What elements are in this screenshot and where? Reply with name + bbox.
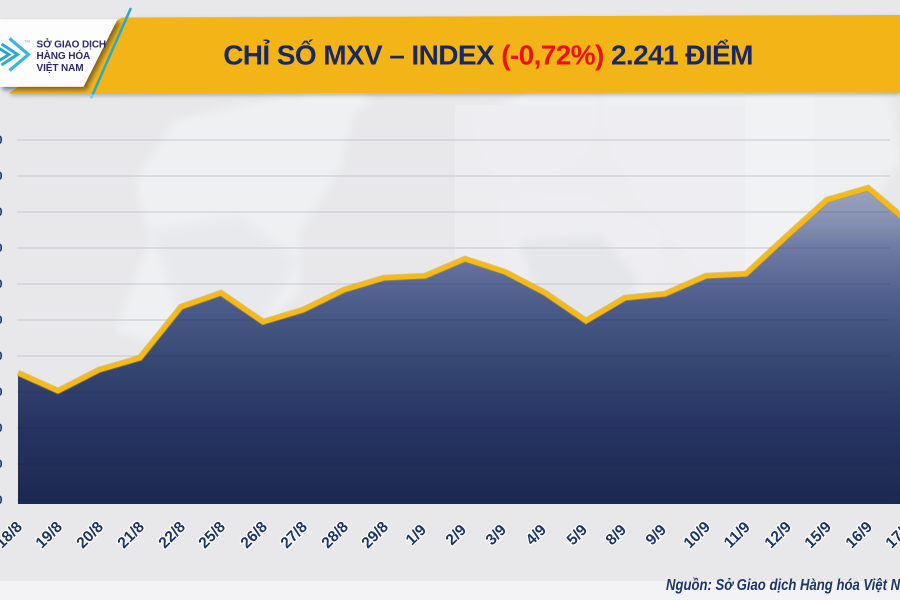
svg-text:0: 0 [0,241,3,255]
svg-text:0: 0 [0,349,3,363]
svg-text:0: 0 [0,133,3,147]
svg-text:0: 0 [0,277,3,291]
svg-text:0: 0 [0,205,3,219]
svg-text:0: 0 [0,169,3,183]
svg-text:0: 0 [0,493,3,507]
svg-text:0: 0 [0,457,3,471]
svg-text:0: 0 [0,421,3,435]
svg-text:Nguồn: Sở Giao dịch Hàng hóa V: Nguồn: Sở Giao dịch Hàng hóa Việt Nam [666,577,900,594]
svg-text:HÀNG HÓA: HÀNG HÓA [37,49,91,62]
svg-text:TM: TM [24,39,30,44]
svg-text:0: 0 [0,313,3,327]
svg-text:SỞ GIAO DỊCH: SỞ GIAO DỊCH [37,38,107,51]
svg-text:0: 0 [0,385,3,399]
svg-text:CHỈ SỐ MXV – INDEX (-0,72%) 2.: CHỈ SỐ MXV – INDEX (-0,72%) 2.241 ĐIỂM [223,39,753,71]
svg-text:VIỆT NAM: VIỆT NAM [37,61,84,74]
